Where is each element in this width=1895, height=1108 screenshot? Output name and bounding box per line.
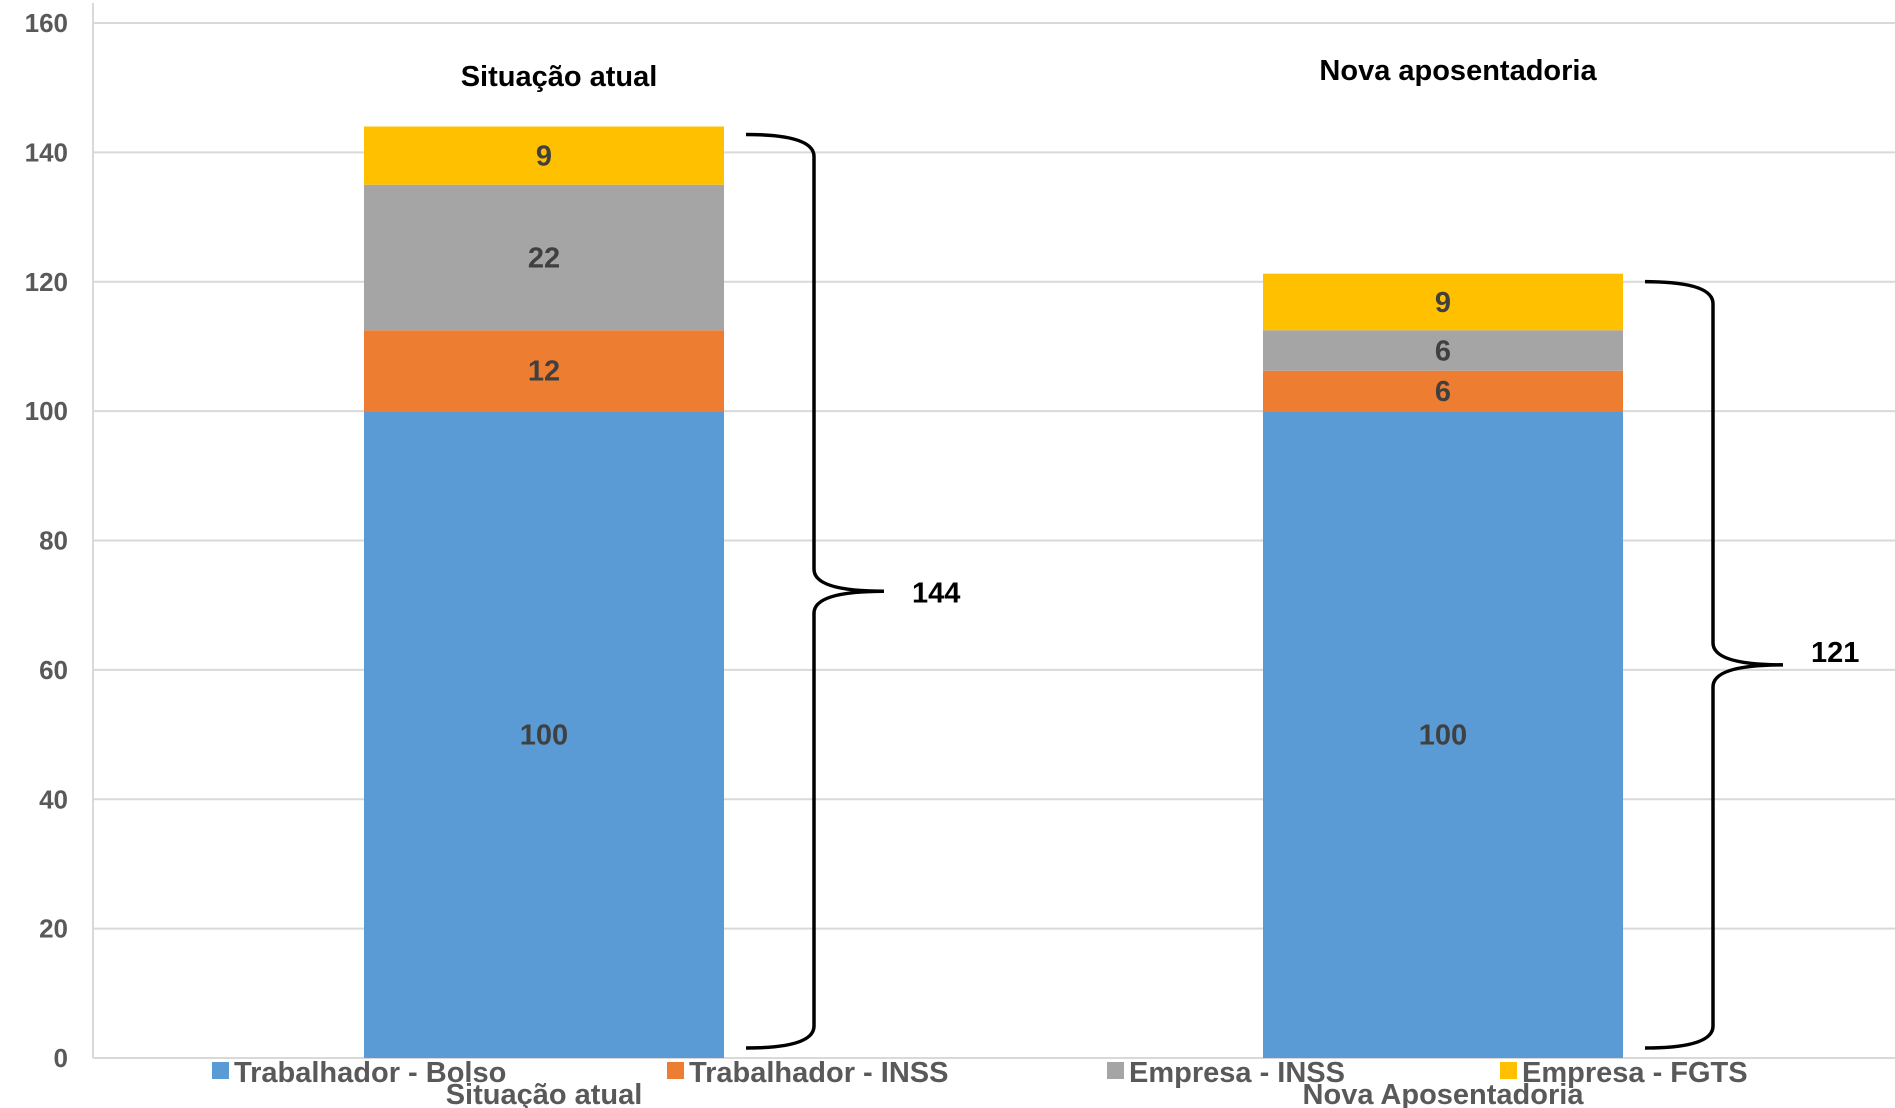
bar-segment (1263, 411, 1623, 1058)
x-axis-labels: Situação atual Nova Aposentadoria (446, 1079, 1585, 1108)
bar-segment (364, 184, 724, 331)
y-tick-label: 140 (25, 137, 68, 167)
category-title: Situação atual (461, 61, 658, 93)
segment-labels: 100 12 22 9 100 6 6 9 (520, 141, 1467, 752)
total-brace (1644, 279, 1784, 1050)
bar-segment (364, 126, 724, 185)
legend-swatch (1107, 1062, 1124, 1079)
bar-segment (1263, 273, 1623, 331)
total-brace (745, 132, 885, 1050)
bar-segment (364, 411, 724, 1058)
y-axis: 0 20 40 60 80 100 120 140 160 (25, 3, 94, 1073)
bar-segment (364, 330, 724, 412)
total-label: 144 (912, 577, 960, 609)
data-label: 12 (528, 356, 560, 388)
x-tick-label: Situação atual (446, 1079, 643, 1108)
y-tick-label: 80 (39, 526, 68, 556)
data-label: 100 (520, 720, 568, 752)
legend-label: Empresa - INSS (1129, 1057, 1345, 1089)
category-titles: Situação atual Nova aposentadoria (461, 55, 1598, 93)
data-label: 22 (528, 242, 560, 274)
y-tick-label: 40 (39, 784, 68, 814)
x-tick-label: Nova Aposentadoria (1303, 1079, 1585, 1108)
y-tick-label: 160 (25, 8, 68, 38)
y-tick-label: 120 (25, 267, 68, 297)
bar-segment (1263, 330, 1623, 371)
legend: Trabalhador - Bolso Trabalhador - INSS Emp… (212, 1057, 1748, 1089)
gridlines (93, 22, 1895, 1059)
legend-label: Trabalhador - INSS (689, 1057, 948, 1089)
y-tick-label: 100 (25, 396, 68, 426)
legend-swatch (667, 1062, 684, 1079)
data-label: 6 (1435, 376, 1451, 408)
legend-swatch (1500, 1062, 1517, 1079)
total-label: 121 (1811, 637, 1859, 669)
data-label: 9 (536, 141, 552, 173)
bars (364, 126, 1623, 1058)
legend-swatch (212, 1062, 229, 1079)
data-label: 6 (1435, 335, 1451, 367)
data-label: 100 (1419, 720, 1467, 752)
data-label: 9 (1435, 287, 1451, 319)
y-tick-label: 60 (39, 655, 68, 685)
category-title: Nova aposentadoria (1319, 55, 1597, 87)
legend-label: Trabalhador - Bolso (234, 1057, 506, 1089)
y-tick-label: 20 (39, 914, 68, 944)
bar-segment (1263, 370, 1623, 412)
y-tick-label: 0 (54, 1043, 68, 1073)
total-braces: 144 121 (745, 132, 1859, 1050)
legend-label: Empresa - FGTS (1522, 1057, 1748, 1089)
